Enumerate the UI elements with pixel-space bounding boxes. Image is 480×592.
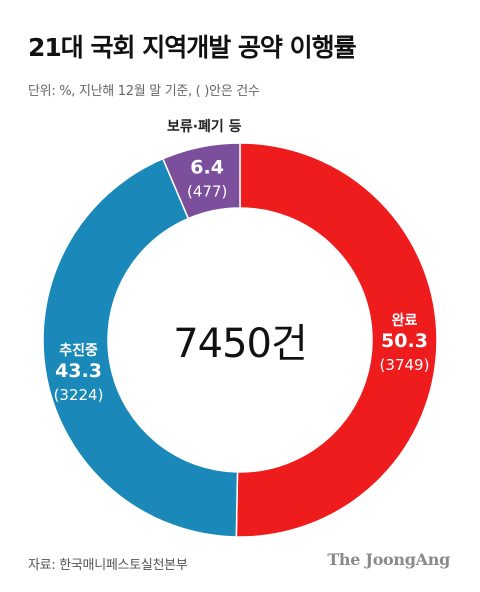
slice-2-count-label: (477) [187, 182, 227, 200]
donut-slices [42, 142, 438, 538]
slice-2-percent-label: 6.4 [190, 156, 224, 178]
slice-1-percent-label: 43.3 [55, 360, 102, 382]
source-note: 자료: 한국매니페스토실천본부 [28, 558, 188, 573]
center-total-label: 7450건 [173, 321, 307, 367]
slice-1 [42, 157, 239, 538]
brand-logo: The JoongAng [327, 550, 450, 569]
slice-2 [161, 142, 241, 220]
chart-subtitle: 단위: %, 지난해 12월 말 기준, ( )안은 건수 [28, 84, 260, 99]
slice-0-percent-label: 50.3 [381, 330, 428, 352]
slice-0-count-label: (3749) [380, 356, 430, 374]
slice-0 [235, 142, 438, 538]
slice-2-name-label: 보류·폐기 등 [167, 119, 242, 135]
slice-0-name-label: 완료 [392, 313, 418, 329]
slice-1-count-label: (3224) [54, 386, 104, 404]
chart-title: 21대 국회 지역개발 공약 이행률 [28, 33, 357, 62]
slice-1-name-label: 추진중 [59, 342, 98, 359]
